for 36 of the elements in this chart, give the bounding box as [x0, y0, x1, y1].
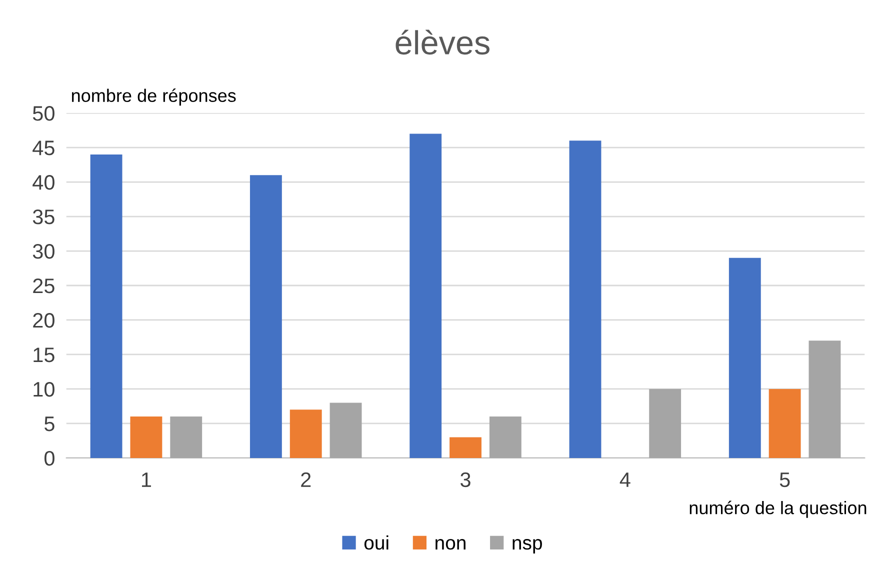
- x-tick-label: 3: [460, 472, 470, 488]
- bar: [170, 416, 202, 458]
- bar: [410, 134, 442, 458]
- bar: [330, 402, 362, 458]
- y-tick-label: 10: [34, 382, 54, 397]
- legend-label: non: [436, 539, 466, 550]
- x-tick-label: 5: [780, 472, 790, 488]
- bar: [649, 388, 682, 458]
- bar: [768, 388, 801, 458]
- y-tick-label: 25: [33, 278, 54, 294]
- y-tick-label: 20: [33, 312, 54, 328]
- y-tick-label: 40: [32, 175, 54, 190]
- y-tick-label: 45: [32, 140, 54, 156]
- y-tick-label: 5: [44, 416, 54, 432]
- bar: [290, 410, 322, 458]
- bar: [450, 437, 482, 458]
- bar: [728, 258, 761, 458]
- y-tick-label: 15: [34, 348, 54, 362]
- bar: [130, 416, 162, 458]
- bar: [808, 340, 841, 458]
- bar: [250, 175, 282, 458]
- y-axis-title: nombre de réponses: [72, 88, 236, 106]
- x-tick-label: 2: [301, 472, 311, 487]
- x-axis-title: numéro de la question: [690, 500, 866, 518]
- bar: [489, 416, 522, 458]
- x-tick-label: 4: [620, 472, 630, 487]
- x-tick-label: 1: [142, 472, 151, 487]
- y-tick-label: 50: [32, 106, 54, 121]
- bar: [90, 154, 122, 458]
- y-tick-label: 0: [44, 450, 54, 466]
- y-tick-label: 35: [32, 210, 54, 224]
- legend-label: oui: [364, 535, 388, 550]
- y-tick-label: 30: [32, 244, 54, 259]
- bar: [569, 140, 602, 458]
- legend-label: nsp: [512, 539, 542, 554]
- chart-title: élèves: [396, 30, 490, 55]
